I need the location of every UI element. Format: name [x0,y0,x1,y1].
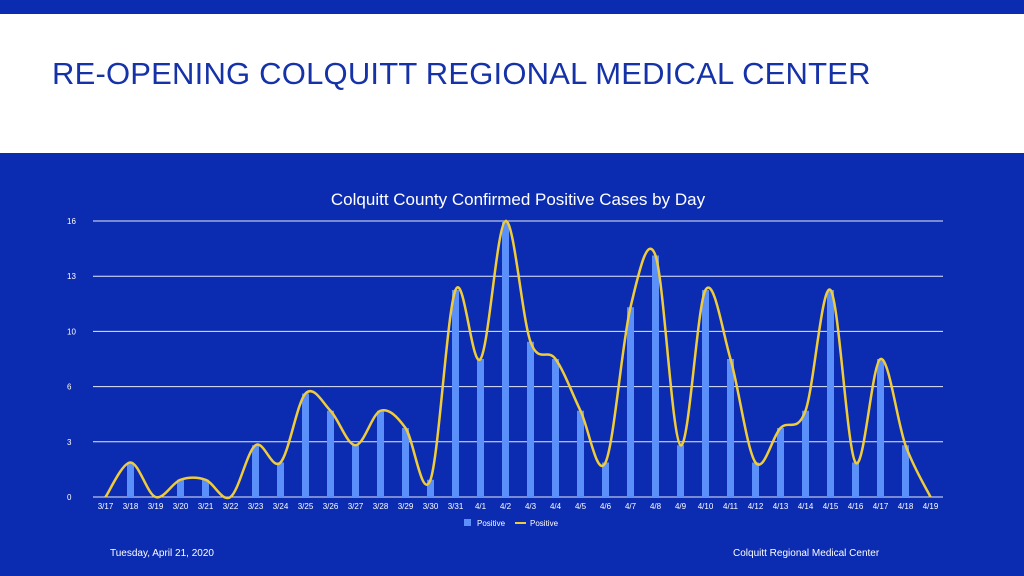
x-tick-label: 4/7 [625,502,637,511]
bar [627,307,634,497]
bar [177,479,184,497]
x-tick-label: 4/19 [923,502,939,511]
x-tick-label: 3/28 [373,502,389,511]
bar [277,462,284,497]
y-tick-label: 16 [67,217,76,226]
x-tick-label: 3/25 [298,502,314,511]
x-tick-label: 4/12 [748,502,764,511]
y-tick-label: 3 [67,438,72,447]
bar [527,341,534,497]
bar [677,445,684,497]
bar [802,410,809,497]
bar [402,428,409,497]
x-tick-label: 3/30 [423,502,439,511]
x-tick-label: 3/23 [248,502,264,511]
x-tick-label: 3/18 [123,502,139,511]
x-tick-label: 4/16 [848,502,864,511]
grid-lines [93,220,943,498]
x-tick-label: 4/17 [873,502,889,511]
x-tick-label: 4/18 [898,502,914,511]
y-tick-labels: 0 3 6 10 13 16 [67,217,76,502]
x-tick-label: 3/17 [98,502,114,511]
x-tick-label: 4/14 [798,502,814,511]
bars [127,221,909,497]
bar [377,410,384,497]
bar [577,410,584,497]
x-tick-label: 3/27 [348,502,364,511]
bar [602,462,609,497]
legend: Positive Positive [464,519,559,528]
bar [702,290,709,497]
legend-bar-label: Positive [477,519,506,528]
top-band [0,0,1024,14]
x-tick-label: 4/9 [675,502,687,511]
x-tick-label: 4/10 [698,502,714,511]
x-tick-label: 3/31 [448,502,464,511]
x-tick-label: 3/22 [223,502,239,511]
x-tick-label: 4/13 [773,502,789,511]
chart-area: Colquitt County Confirmed Positive Cases… [0,153,1024,576]
x-tick-label: 4/3 [525,502,537,511]
slide-title: RE-OPENING COLQUITT REGIONAL MEDICAL CEN… [52,56,871,91]
y-tick-label: 10 [67,327,76,336]
bar [652,255,659,497]
x-tick-label: 3/21 [198,502,214,511]
bar [127,462,134,497]
chart-title: Colquitt County Confirmed Positive Cases… [331,190,706,209]
bar [852,462,859,497]
x-tick-label: 4/6 [600,502,612,511]
bar [477,359,484,497]
positive-line [104,219,932,500]
footer-org: Colquitt Regional Medical Center [733,548,880,559]
x-tick-label: 4/15 [823,502,839,511]
bar [752,462,759,497]
footer-date: Tuesday, April 21, 2020 [110,548,214,559]
bar [552,359,559,497]
bar [252,445,259,497]
bar [777,428,784,497]
legend-line-label: Positive [530,519,559,528]
cases-chart: Colquitt County Confirmed Positive Cases… [67,190,943,528]
bar [877,359,884,497]
bar [427,479,434,497]
bar [202,479,209,497]
x-tick-label: 4/4 [550,502,562,511]
y-tick-label: 13 [67,272,76,281]
x-tick-label: 3/26 [323,502,339,511]
bar [827,290,834,497]
x-tick-label: 4/11 [723,502,739,511]
x-tick-label: 3/29 [398,502,414,511]
bar [327,410,334,497]
bar [502,221,509,497]
bar [452,290,459,497]
x-tick-label: 4/5 [575,502,587,511]
legend-bar-swatch [464,519,471,526]
bar [352,445,359,497]
x-tick-labels: 3/17 3/18 3/19 3/20 3/21 3/22 3/23 3/24 3/25 3/26… [98,502,939,511]
title-area [0,14,1024,153]
x-tick-label: 3/19 [148,502,164,511]
y-tick-label: 0 [67,493,72,502]
y-tick-label: 6 [67,383,72,392]
x-tick-label: 4/2 [500,502,512,511]
bar [727,359,734,497]
x-tick-label: 3/20 [173,502,189,511]
trend-line [104,219,932,500]
x-tick-label: 4/8 [650,502,662,511]
bar [302,393,309,497]
x-tick-label: 4/1 [475,502,487,511]
x-tick-label: 3/24 [273,502,289,511]
bar [902,445,909,497]
